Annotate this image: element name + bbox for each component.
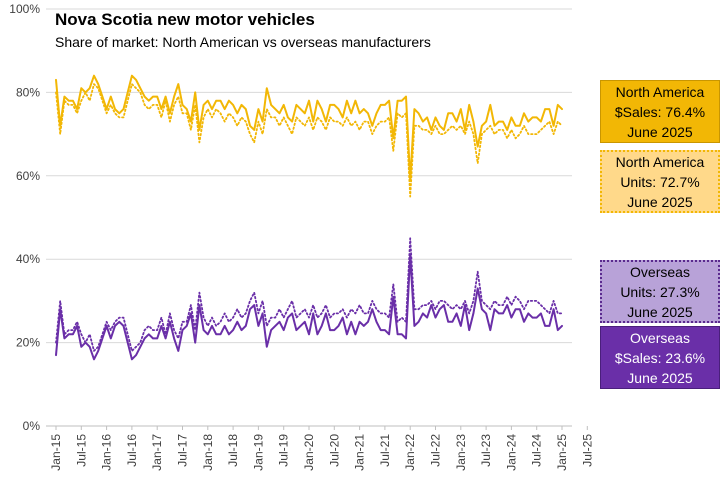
box-line: Overseas	[630, 264, 690, 280]
box-line: Overseas	[630, 330, 690, 346]
x-tick-label: Jan-25	[555, 434, 569, 471]
box-line: North America	[615, 84, 705, 100]
series-line-north-america-units	[55, 83, 563, 198]
y-tick-label: 100%	[9, 2, 40, 16]
x-tick-label: Jul-25	[580, 434, 594, 467]
x-tick-label: Jan-22	[403, 434, 417, 471]
x-axis-tick-labels: Jan-15 Jul-15 Jan-16 Jul-16 Jan-17 Jul-17 Jan-…	[49, 426, 594, 471]
x-tick-label: Jul-24	[530, 434, 544, 467]
x-tick-label: Jan-19	[251, 434, 265, 471]
series-lines	[55, 74, 563, 361]
x-tick-label: Jan-18	[201, 434, 215, 471]
x-tick-label: Jul-17	[176, 434, 190, 467]
chart-subtitle: Share of market: North American vs overs…	[55, 34, 431, 50]
box-line: June 2025	[627, 370, 693, 386]
box-line: Units: 27.3%	[620, 284, 700, 300]
series-line-north-america-sales	[55, 74, 563, 181]
x-tick-label: Jul-20	[327, 434, 341, 467]
label-box-overseas-sales: Overseas $Sales: 23.6% June 2025	[600, 326, 720, 389]
x-tick-label: Jul-23	[479, 434, 493, 467]
x-tick-label: Jan-23	[454, 434, 468, 471]
x-tick-label: Jul-18	[226, 434, 240, 467]
x-tick-label: Jan-21	[353, 434, 367, 471]
y-tick-label: 80%	[16, 85, 40, 99]
series-line-overseas-sales	[55, 254, 563, 361]
chart-title: Nova Scotia new motor vehicles	[55, 10, 315, 29]
y-tick-label: 20%	[16, 336, 40, 350]
y-tick-label: 60%	[16, 169, 40, 183]
box-line: June 2025	[627, 304, 693, 320]
box-line: Units: 72.7%	[620, 174, 700, 190]
x-tick-label: Jan-16	[100, 434, 114, 471]
y-tick-label: 0%	[23, 419, 41, 433]
x-tick-label: Jan-24	[504, 434, 518, 471]
box-line: $Sales: 76.4%	[614, 104, 706, 120]
x-tick-label: Jul-22	[429, 434, 443, 467]
label-box-overseas-units: Overseas Units: 27.3% June 2025	[600, 260, 720, 323]
x-tick-label: Jan-15	[49, 434, 63, 471]
y-tick-label: 40%	[16, 252, 40, 266]
box-line: June 2025	[627, 124, 693, 140]
x-tick-label: Jul-19	[277, 434, 291, 467]
series-line-overseas-units	[55, 237, 563, 352]
gridlines	[46, 8, 572, 427]
x-tick-label: Jan-17	[150, 434, 164, 471]
box-line: North America	[615, 154, 705, 170]
y-axis-tick-labels: 0% 20% 40% 60% 80% 100%	[9, 2, 40, 433]
label-box-na-units: North America Units: 72.7% June 2025	[600, 150, 720, 213]
x-tick-label: Jul-21	[378, 434, 392, 467]
box-line: June 2025	[627, 194, 693, 210]
x-tick-label: Jan-20	[302, 434, 316, 471]
box-line: $Sales: 23.6%	[614, 350, 706, 366]
x-tick-label: Jul-15	[74, 434, 88, 467]
label-box-na-sales: North America $Sales: 76.4% June 2025	[600, 80, 720, 143]
x-tick-label: Jul-16	[125, 434, 139, 467]
